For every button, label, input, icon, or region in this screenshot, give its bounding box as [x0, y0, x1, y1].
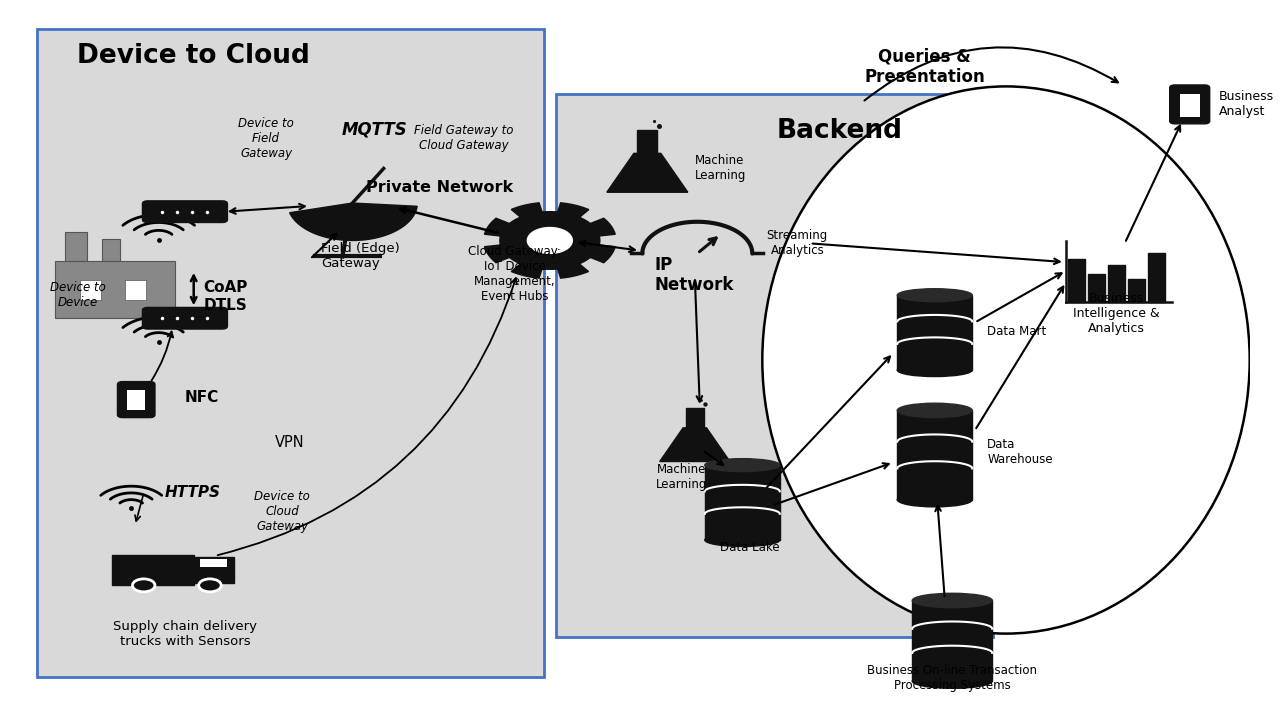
FancyBboxPatch shape [1069, 259, 1084, 302]
FancyBboxPatch shape [125, 280, 146, 300]
Text: Streaming
Analytics: Streaming Analytics [767, 230, 828, 257]
Text: Machine
Learning: Machine Learning [655, 463, 707, 490]
Text: Machine
Learning: Machine Learning [695, 155, 746, 182]
Text: Cloud Gateway:
IoT Device
Management,
Event Hubs: Cloud Gateway: IoT Device Management, Ev… [468, 245, 562, 302]
FancyBboxPatch shape [200, 559, 228, 567]
FancyBboxPatch shape [142, 201, 228, 222]
FancyBboxPatch shape [1148, 253, 1165, 302]
Ellipse shape [527, 228, 572, 253]
FancyBboxPatch shape [1180, 94, 1199, 117]
Text: Device to
Cloud
Gateway: Device to Cloud Gateway [255, 490, 310, 533]
Text: NFC: NFC [184, 390, 219, 405]
Ellipse shape [132, 579, 155, 592]
Text: Device to
Device: Device to Device [50, 282, 105, 309]
Text: Data Lake: Data Lake [719, 541, 780, 554]
Text: IP
Network: IP Network [655, 256, 735, 294]
Ellipse shape [913, 593, 992, 608]
Text: Data Mart: Data Mart [987, 325, 1047, 338]
FancyBboxPatch shape [1088, 274, 1105, 302]
FancyBboxPatch shape [142, 307, 228, 329]
FancyBboxPatch shape [65, 232, 87, 261]
Polygon shape [659, 428, 730, 462]
FancyBboxPatch shape [1108, 265, 1125, 302]
Ellipse shape [705, 534, 780, 546]
FancyBboxPatch shape [637, 130, 658, 155]
Text: Data
Warehouse: Data Warehouse [987, 438, 1053, 466]
FancyBboxPatch shape [1170, 85, 1210, 124]
Text: HTTPS: HTTPS [165, 485, 221, 500]
Text: Field Gateway to
Cloud Gateway: Field Gateway to Cloud Gateway [413, 125, 513, 152]
Text: Device to
Field
Gateway: Device to Field Gateway [238, 117, 294, 160]
FancyBboxPatch shape [113, 555, 193, 585]
Text: Business
Intelligence &
Analytics: Business Intelligence & Analytics [1073, 292, 1160, 335]
Polygon shape [607, 153, 687, 192]
FancyBboxPatch shape [193, 557, 234, 583]
Text: Queries &
Presentation: Queries & Presentation [864, 48, 986, 86]
FancyBboxPatch shape [118, 382, 155, 418]
Ellipse shape [897, 403, 973, 418]
Ellipse shape [897, 289, 973, 302]
Ellipse shape [763, 86, 1249, 634]
Polygon shape [897, 295, 973, 370]
Text: Device to Cloud: Device to Cloud [77, 43, 310, 69]
Polygon shape [485, 203, 616, 278]
Polygon shape [897, 410, 973, 500]
Text: Private Network: Private Network [366, 180, 513, 194]
FancyBboxPatch shape [686, 408, 704, 429]
Ellipse shape [913, 674, 992, 688]
FancyBboxPatch shape [128, 390, 145, 410]
Ellipse shape [897, 492, 973, 507]
FancyBboxPatch shape [102, 239, 120, 261]
FancyBboxPatch shape [556, 94, 993, 637]
Text: Business
Analyst: Business Analyst [1219, 91, 1274, 118]
Ellipse shape [897, 364, 973, 377]
Ellipse shape [198, 579, 221, 592]
Text: VPN: VPN [275, 436, 305, 450]
FancyBboxPatch shape [1129, 279, 1144, 302]
FancyBboxPatch shape [55, 261, 175, 318]
FancyBboxPatch shape [79, 280, 101, 300]
Polygon shape [289, 203, 417, 240]
Polygon shape [913, 600, 992, 681]
Text: CoAP
DTLS: CoAP DTLS [204, 281, 248, 313]
Text: Business On-line Transaction
Processing Systems: Business On-line Transaction Processing … [868, 665, 1037, 692]
Text: Supply chain delivery
trucks with Sensors: Supply chain delivery trucks with Sensor… [113, 620, 257, 647]
Text: MQTTS: MQTTS [342, 121, 408, 139]
Ellipse shape [705, 459, 780, 472]
FancyBboxPatch shape [37, 29, 544, 677]
Text: Field (Edge)
Gateway: Field (Edge) Gateway [321, 243, 399, 270]
Text: Backend: Backend [777, 118, 902, 144]
Polygon shape [705, 465, 780, 540]
